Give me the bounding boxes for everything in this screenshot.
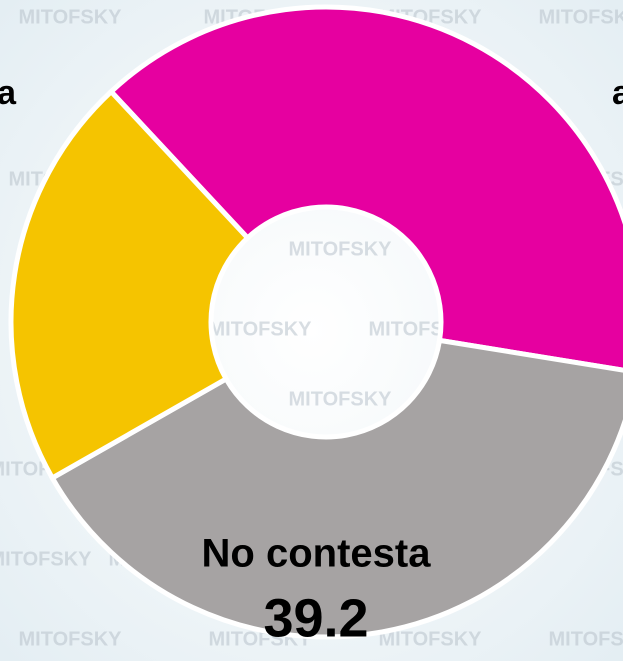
labels: a a No contesta 39.2	[0, 74, 623, 648]
watermark: MITOFSKY	[289, 388, 393, 410]
category-label: a	[612, 74, 623, 112]
donut-segment	[107, 4, 623, 373]
donut	[8, 4, 623, 640]
watermark: MITOFSKY	[209, 318, 313, 340]
watermark: MITOFSKY	[289, 238, 393, 260]
watermark: MITOFSKY	[379, 628, 483, 650]
value-label: 39.2	[263, 588, 368, 648]
watermark: MITOFSKY	[19, 6, 123, 28]
donut-segment	[8, 88, 252, 482]
category-label: a	[0, 74, 17, 112]
category-label: No contesta	[202, 532, 432, 576]
donut-segment	[48, 337, 623, 640]
watermark: MITOFSKY	[0, 548, 92, 570]
watermark: MITOFSKY	[539, 6, 623, 28]
watermark: MITOFSKY	[549, 628, 623, 650]
watermark: MITOFSKY	[19, 628, 123, 650]
